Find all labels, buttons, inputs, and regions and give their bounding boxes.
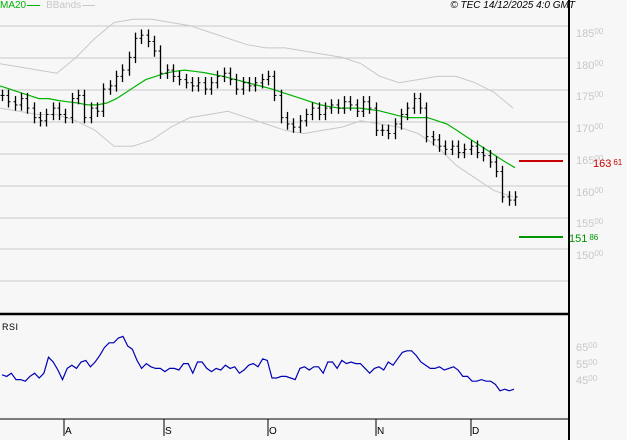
rsi-panel-label: RSI [2, 322, 19, 332]
x-axis-month-label: A [65, 426, 72, 437]
axis-label: 17500 [576, 90, 604, 103]
x-axis-month-label: N [377, 426, 385, 437]
axis-label: 17000 [576, 122, 604, 135]
bbands-swatch-icon [82, 4, 96, 6]
legend-bbands[interactable]: BBands [46, 0, 96, 11]
legend-ma20[interactable]: MA20 [0, 0, 41, 11]
ohlc-bars [0, 29, 518, 206]
axis-label: 16500 [576, 154, 604, 167]
x-axis-month-label: S [165, 426, 172, 437]
price-gridlines [0, 25, 569, 282]
axis-label: 15500 [576, 217, 604, 230]
chart-frame [0, 0, 570, 440]
x-axis-month-label: O [269, 426, 277, 437]
price-levels [519, 160, 563, 238]
axis-label: 5500 [576, 358, 598, 371]
axis-label: 18000 [576, 59, 604, 72]
axis-label: 16000 [576, 186, 604, 199]
copyright-timestamp: © TEC 14/12/2025 4:0 GMT [450, 0, 575, 11]
axis-label: 4500 [576, 374, 598, 387]
ma20-line [0, 69, 516, 169]
axis-label: 15000 [576, 249, 604, 262]
bollinger-bands [0, 18, 514, 198]
axis-label: 6500 [576, 341, 598, 354]
legend: MA20 BBands [0, 0, 96, 12]
ma20-swatch-icon [27, 4, 41, 6]
axis-label: 18500 [576, 27, 604, 40]
support-label: 151 86 [569, 233, 599, 245]
rsi-line [1, 335, 515, 392]
x-axis-month-label: D [472, 426, 480, 437]
resistance-label: 163 61 [593, 158, 623, 170]
x-axis-ticks [63, 419, 472, 436]
